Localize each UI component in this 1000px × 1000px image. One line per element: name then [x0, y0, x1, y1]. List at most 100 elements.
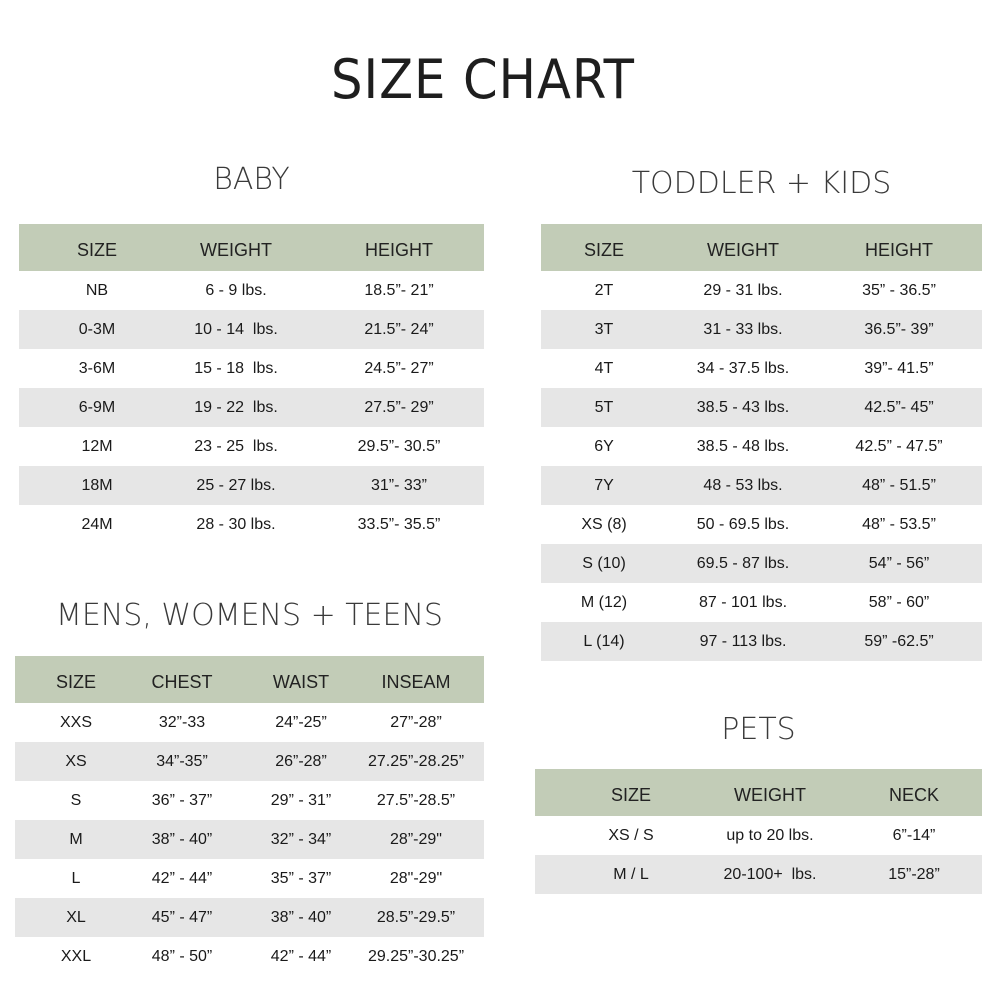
- table-cell: XS: [65, 753, 87, 770]
- table-row: XS (8) 50 - 69.5 lbs. 48” - 53.5”: [541, 505, 982, 544]
- table-header-row: SIZE WEIGHT HEIGHT: [19, 224, 484, 271]
- table-cell: S: [70, 792, 82, 809]
- table-cell: 39”- 41.5”: [864, 360, 934, 377]
- table-cell: 6 - 9 lbs.: [205, 282, 267, 299]
- column-header: SIZE: [55, 672, 96, 692]
- table-row: XS / S up to 20 lbs. 6”-14”: [535, 816, 982, 855]
- table-cell: 38” - 40”: [270, 909, 332, 926]
- table-cell: 3-6M: [78, 360, 116, 377]
- table-cell: 97 - 113 lbs.: [699, 633, 787, 650]
- table-cell: L (14): [583, 633, 625, 650]
- table-header-row: SIZE CHEST WAIST INSEAM: [15, 656, 484, 703]
- table-row: 3T 31 - 33 lbs. 36.5”- 39”: [541, 310, 982, 349]
- table-row: 7Y 48 - 53 lbs. 48” - 51.5”: [541, 466, 982, 505]
- table-row: L (14) 97 - 113 lbs. 59” -62.5”: [541, 622, 982, 661]
- column-header: WEIGHT: [200, 240, 272, 260]
- adults-size-table: SIZE CHEST WAIST INSEAM XXS 32”-33 24”-25” 27”-…: [15, 656, 484, 976]
- table-cell: 0-3M: [78, 321, 116, 338]
- page-title: SIZE CHART: [331, 48, 635, 111]
- table-cell: 18M: [81, 477, 113, 494]
- table-row: S (10) 69.5 - 87 lbs. 54” - 56”: [541, 544, 982, 583]
- table-cell: 24”-25”: [275, 714, 327, 731]
- table-cell: 48 - 53 lbs.: [703, 477, 783, 494]
- table-cell: XXL: [60, 948, 92, 965]
- column-header: HEIGHT: [864, 240, 933, 260]
- table-cell: L: [71, 870, 81, 887]
- column-header: SIZE: [583, 240, 624, 260]
- table-cell: XS (8): [581, 516, 627, 533]
- table-row: 2T 29 - 31 lbs. 35” - 36.5”: [541, 271, 982, 310]
- table-cell: 24M: [81, 516, 113, 533]
- table-cell: 34”-35”: [156, 753, 208, 770]
- column-header: WAIST: [272, 672, 330, 692]
- table-cell: 29 - 31 lbs.: [703, 282, 783, 299]
- table-cell: 29.5”- 30.5”: [357, 438, 441, 455]
- table-cell: 38.5 - 48 lbs.: [696, 438, 790, 455]
- table-row: M 38” - 40” 32” - 34” 28”-29": [15, 820, 484, 859]
- table-row: M / L 20-100+ lbs. 15”-28”: [535, 855, 982, 894]
- table-cell: 20-100+ lbs.: [723, 866, 817, 883]
- table-cell: 50 - 69.5 lbs.: [696, 516, 790, 533]
- table-cell: 7Y: [594, 477, 614, 494]
- table-row: 12M 23 - 25 lbs. 29.5”- 30.5”: [19, 427, 484, 466]
- table-cell: 28 - 30 lbs.: [196, 516, 276, 533]
- column-header: SIZE: [610, 785, 651, 805]
- table-cell: M (12): [580, 594, 628, 611]
- table-cell: 59” -62.5”: [864, 633, 934, 650]
- table-cell: 28”-29": [390, 831, 442, 848]
- table-cell: 6-9M: [78, 399, 116, 416]
- table-cell: 19 - 22 lbs.: [194, 399, 278, 416]
- table-row: S 36” - 37” 29” - 31” 27.5”-28.5”: [15, 781, 484, 820]
- table-cell: 2T: [594, 282, 614, 299]
- table-row: L 42” - 44” 35” - 37” 28"-29": [15, 859, 484, 898]
- column-header: HEIGHT: [364, 240, 433, 260]
- table-cell: 6Y: [594, 438, 614, 455]
- table-cell: 26”-28”: [275, 753, 327, 770]
- table-cell: M: [69, 831, 83, 848]
- table-row: NB 6 - 9 lbs. 18.5”- 21”: [19, 271, 484, 310]
- table-cell: 27”-28”: [390, 714, 442, 731]
- column-header: SIZE: [76, 240, 117, 260]
- table-cell: 38.5 - 43 lbs.: [696, 399, 790, 416]
- baby-heading: BABY: [213, 162, 290, 197]
- table-cell: XS / S: [608, 827, 654, 844]
- table-cell: 35” - 37”: [270, 870, 332, 887]
- table-cell: 87 - 101 lbs.: [698, 594, 788, 611]
- column-header: CHEST: [151, 672, 213, 692]
- table-header-row: SIZE WEIGHT HEIGHT: [541, 224, 982, 271]
- table-cell: 18.5”- 21”: [364, 282, 434, 299]
- adults-heading: MENS, WOMENS + TEENS: [56, 598, 443, 633]
- table-row: 0-3M 10 - 14 lbs. 21.5”- 24”: [19, 310, 484, 349]
- table-row: 18M 25 - 27 lbs. 31”- 33”: [19, 466, 484, 505]
- table-cell: 48” - 50”: [151, 948, 213, 965]
- table-cell: 12M: [81, 438, 113, 455]
- table-cell: 48” - 53.5”: [862, 516, 936, 533]
- column-header: WEIGHT: [707, 240, 779, 260]
- table-cell: 38” - 40”: [151, 831, 213, 848]
- column-header: INSEAM: [381, 672, 451, 692]
- table-cell: 15”-28”: [888, 866, 940, 883]
- table-cell: 3T: [594, 321, 614, 338]
- table-row: XS 34”-35” 26”-28” 27.25”-28.25”: [15, 742, 484, 781]
- table-cell: 4T: [594, 360, 614, 377]
- column-header: NECK: [888, 785, 939, 805]
- table-cell: 27.25”-28.25”: [367, 753, 465, 770]
- table-cell: 32”-33: [158, 714, 206, 731]
- table-cell: M / L: [613, 866, 649, 883]
- table-cell: 48” - 51.5”: [862, 477, 936, 494]
- table-row: XXS 32”-33 24”-25” 27”-28”: [15, 703, 484, 742]
- table-cell: 54” - 56”: [868, 555, 930, 572]
- table-row: 5T 38.5 - 43 lbs. 42.5”- 45”: [541, 388, 982, 427]
- table-cell: 29.25”-30.25”: [367, 948, 465, 965]
- table-cell: up to 20 lbs.: [726, 827, 814, 844]
- table-cell: 6”-14”: [892, 827, 936, 844]
- table-cell: XXS: [59, 714, 92, 731]
- pets-heading: PETS: [721, 712, 796, 747]
- pets-size-table: SIZE WEIGHT NECK XS / S up to 20 lbs. 6”-14” M…: [535, 769, 982, 894]
- table-row: 6-9M 19 - 22 lbs. 27.5”- 29”: [19, 388, 484, 427]
- table-cell: S (10): [582, 555, 626, 572]
- table-row: XL 45” - 47” 38” - 40” 28.5”-29.5”: [15, 898, 484, 937]
- table-cell: 23 - 25 lbs.: [194, 438, 278, 455]
- table-cell: 36” - 37”: [151, 792, 213, 809]
- table-cell: NB: [85, 282, 109, 299]
